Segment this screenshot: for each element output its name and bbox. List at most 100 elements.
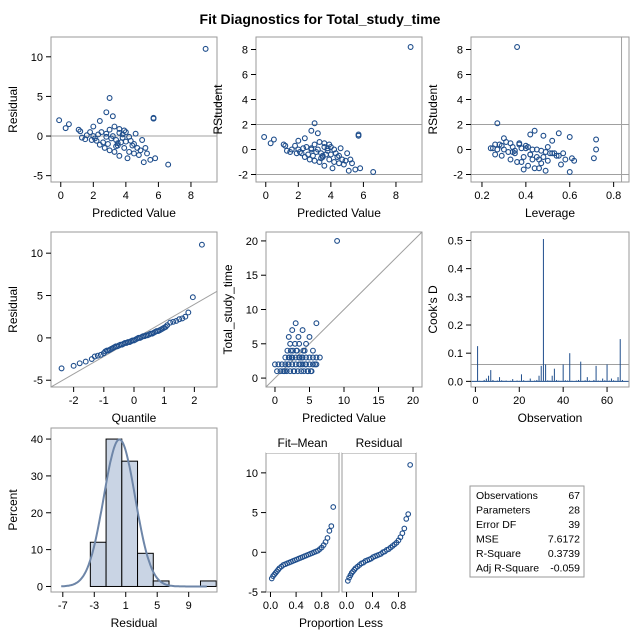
- reference-line: [266, 232, 422, 387]
- data-point: [87, 129, 94, 136]
- fit-statistics-table: Observations 67 Parameters 28 Error DF 39 MSE 7…: [469, 485, 585, 578]
- data-point: [288, 146, 295, 153]
- data-point: [56, 117, 63, 124]
- data-point: [407, 462, 414, 468]
- data-point: [122, 129, 129, 136]
- data-point: [529, 156, 536, 163]
- data-point: [401, 525, 408, 532]
- data-point: [301, 368, 307, 375]
- data-point: [58, 365, 65, 372]
- x-tick-label: 0.0: [263, 600, 278, 612]
- y-tick-label: 0: [37, 581, 43, 593]
- data-point: [593, 136, 600, 143]
- data-point: [295, 137, 302, 144]
- data-point: [509, 149, 516, 155]
- stats-label: Parameters: [476, 505, 530, 517]
- stats-label: MSE: [476, 534, 499, 546]
- rstudent-vs-leverage-axes: 0.2 0.4 0.6 0.8 -2 0 2 4 6 8 Leverage RStudent: [426, 45, 621, 221]
- observed-vs-predicted-data: [266, 232, 422, 387]
- x-tick-label: 6: [360, 190, 366, 202]
- y-tick-label: -2: [453, 170, 463, 182]
- x-tick-label: 0.8: [391, 600, 406, 612]
- rf-panel-data: [344, 462, 414, 584]
- data-point: [116, 152, 123, 159]
- data-point: [328, 523, 335, 529]
- y-tick-label: 8: [242, 45, 248, 57]
- stats-value: 0.3739: [548, 548, 580, 560]
- data-point: [555, 152, 562, 159]
- data-point: [560, 150, 567, 157]
- residual-histogram-data: [61, 438, 217, 588]
- y-tick-label: 5: [252, 508, 258, 520]
- data-point: [140, 159, 147, 166]
- data-point: [590, 155, 597, 162]
- x-tick-label: -1: [99, 395, 109, 407]
- x-tick-label: -2: [69, 395, 79, 407]
- data-point: [542, 167, 549, 174]
- x-tick-label: -3: [89, 600, 99, 612]
- data-point: [202, 45, 209, 52]
- data-point: [311, 120, 318, 127]
- data-point: [152, 155, 159, 162]
- x-axis-label: Quantile: [112, 411, 157, 425]
- rf-panel-data: [268, 504, 337, 582]
- data-point: [327, 151, 334, 158]
- data-point: [97, 351, 104, 358]
- data-point: [96, 118, 103, 124]
- y-axis-label: RStudent: [211, 84, 225, 135]
- data-point: [103, 130, 110, 137]
- data-point: [287, 368, 294, 375]
- data-point: [345, 167, 352, 174]
- x-tick-label: 5: [154, 600, 160, 612]
- data-point: [520, 166, 527, 173]
- data-point: [314, 146, 321, 153]
- data-point: [62, 125, 69, 132]
- plot-frame: [470, 231, 630, 388]
- data-point: [289, 347, 296, 354]
- data-point: [165, 161, 172, 168]
- x-axis-label: Predicted Value: [297, 206, 381, 220]
- data-point: [288, 354, 295, 361]
- data-point: [106, 147, 113, 154]
- data-point: [283, 368, 290, 375]
- x-tick-label: 9: [186, 600, 192, 612]
- data-point: [113, 143, 120, 150]
- data-point: [70, 362, 77, 369]
- data-point: [179, 315, 186, 322]
- data-point: [312, 361, 318, 368]
- x-tick-label: 1: [161, 395, 167, 407]
- y-tick-label: 0: [37, 131, 43, 143]
- panel-header: [266, 433, 339, 453]
- x-tick-label: -7: [58, 600, 68, 612]
- y-tick-label: 2: [457, 120, 463, 132]
- data-point: [314, 130, 321, 137]
- data-point: [296, 149, 303, 155]
- plot-frame: [470, 36, 630, 183]
- data-point: [75, 126, 82, 133]
- data-point: [274, 368, 280, 375]
- data-point: [306, 361, 313, 368]
- data-point: [514, 44, 521, 50]
- data-point: [555, 130, 562, 137]
- data-point: [538, 160, 545, 167]
- data-point: [119, 134, 126, 141]
- data-point: [162, 323, 169, 330]
- x-tick-label: 1: [123, 600, 129, 612]
- data-point: [313, 320, 320, 327]
- data-point: [287, 347, 294, 354]
- y-tick-label: -2: [238, 170, 248, 182]
- data-point: [339, 156, 346, 163]
- stats-value: -0.059: [550, 563, 580, 575]
- x-tick-label: 0: [263, 190, 269, 202]
- data-point: [116, 129, 123, 136]
- histogram-bar: [199, 580, 217, 587]
- data-point: [170, 318, 177, 325]
- data-point: [284, 347, 291, 354]
- data-point: [403, 516, 410, 522]
- data-point: [176, 316, 183, 323]
- data-point: [507, 156, 514, 163]
- data-point: [309, 354, 316, 361]
- resid-vs-pred-data: [51, 45, 217, 168]
- data-point: [334, 154, 341, 160]
